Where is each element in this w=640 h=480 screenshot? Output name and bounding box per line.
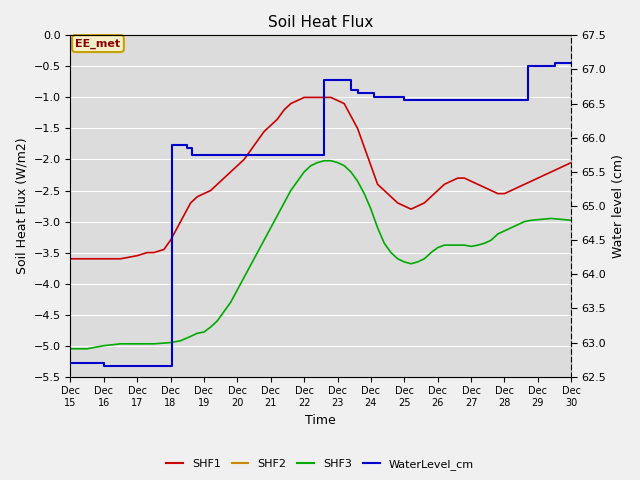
Text: EE_met: EE_met bbox=[76, 38, 120, 48]
Title: Soil Heat Flux: Soil Heat Flux bbox=[268, 15, 374, 30]
Y-axis label: Water level (cm): Water level (cm) bbox=[612, 154, 625, 258]
Legend: SHF1, SHF2, SHF3, WaterLevel_cm: SHF1, SHF2, SHF3, WaterLevel_cm bbox=[162, 455, 478, 474]
X-axis label: Time: Time bbox=[305, 414, 336, 427]
Y-axis label: Soil Heat Flux (W/m2): Soil Heat Flux (W/m2) bbox=[15, 138, 28, 275]
